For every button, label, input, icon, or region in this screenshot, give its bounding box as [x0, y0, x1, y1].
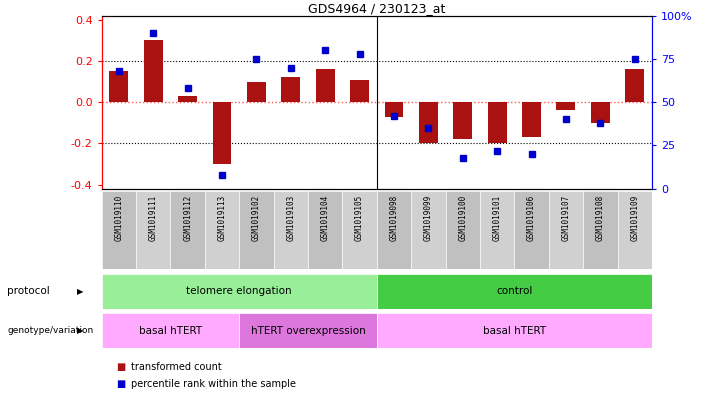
Text: GSM1019113: GSM1019113 — [217, 195, 226, 241]
Text: control: control — [496, 286, 533, 296]
Bar — [419, 102, 438, 143]
Bar — [625, 69, 644, 102]
Text: GSM1019104: GSM1019104 — [320, 195, 329, 241]
Bar — [136, 191, 170, 269]
Text: ▶: ▶ — [77, 287, 84, 296]
Text: transformed count: transformed count — [131, 362, 222, 373]
Bar — [480, 191, 515, 269]
Text: GSM1019109: GSM1019109 — [630, 195, 639, 241]
Bar — [522, 102, 541, 137]
Bar — [239, 191, 273, 269]
Bar — [342, 191, 377, 269]
Bar — [446, 191, 480, 269]
Bar — [308, 191, 342, 269]
Bar — [178, 96, 197, 102]
Text: GSM1019102: GSM1019102 — [252, 195, 261, 241]
Text: GSM1019103: GSM1019103 — [286, 195, 295, 241]
Bar — [454, 102, 472, 139]
Text: hTERT overexpression: hTERT overexpression — [251, 325, 365, 336]
Bar — [549, 191, 583, 269]
Text: ■: ■ — [116, 379, 125, 389]
Bar — [411, 191, 446, 269]
Bar — [247, 82, 266, 102]
Bar — [212, 102, 231, 164]
Text: GSM1019106: GSM1019106 — [527, 195, 536, 241]
Bar — [377, 191, 411, 269]
Bar — [350, 79, 369, 102]
Bar — [583, 191, 618, 269]
Bar — [170, 191, 205, 269]
Text: GSM1019108: GSM1019108 — [596, 195, 605, 241]
Bar — [102, 191, 136, 269]
Bar — [591, 102, 610, 123]
Text: basal hTERT: basal hTERT — [483, 325, 546, 336]
Bar — [102, 274, 377, 309]
Bar — [273, 191, 308, 269]
Bar — [377, 274, 652, 309]
Bar — [281, 77, 300, 102]
Text: GSM1019098: GSM1019098 — [390, 195, 398, 241]
Bar — [385, 102, 404, 117]
Text: GSM1019111: GSM1019111 — [149, 195, 158, 241]
Text: GSM1019110: GSM1019110 — [114, 195, 123, 241]
Text: GSM1019107: GSM1019107 — [562, 195, 571, 241]
Title: GDS4964 / 230123_at: GDS4964 / 230123_at — [308, 2, 445, 15]
Text: ■: ■ — [116, 362, 125, 373]
Text: protocol: protocol — [7, 286, 50, 296]
Bar — [144, 40, 163, 102]
Bar — [515, 191, 549, 269]
Bar — [205, 191, 239, 269]
Text: basal hTERT: basal hTERT — [139, 325, 202, 336]
Text: telomere elongation: telomere elongation — [186, 286, 292, 296]
Bar — [377, 313, 652, 348]
Text: ▶: ▶ — [77, 326, 84, 335]
Bar — [618, 191, 652, 269]
Bar — [557, 102, 576, 110]
Bar — [488, 102, 507, 143]
Bar — [239, 313, 377, 348]
Bar — [315, 69, 334, 102]
Bar — [109, 71, 128, 102]
Text: GSM1019101: GSM1019101 — [493, 195, 502, 241]
Text: genotype/variation: genotype/variation — [7, 326, 93, 335]
Text: GSM1019105: GSM1019105 — [355, 195, 364, 241]
Text: GSM1019112: GSM1019112 — [183, 195, 192, 241]
Bar — [102, 313, 239, 348]
Text: GSM1019099: GSM1019099 — [424, 195, 433, 241]
Text: GSM1019100: GSM1019100 — [458, 195, 468, 241]
Text: percentile rank within the sample: percentile rank within the sample — [131, 379, 296, 389]
